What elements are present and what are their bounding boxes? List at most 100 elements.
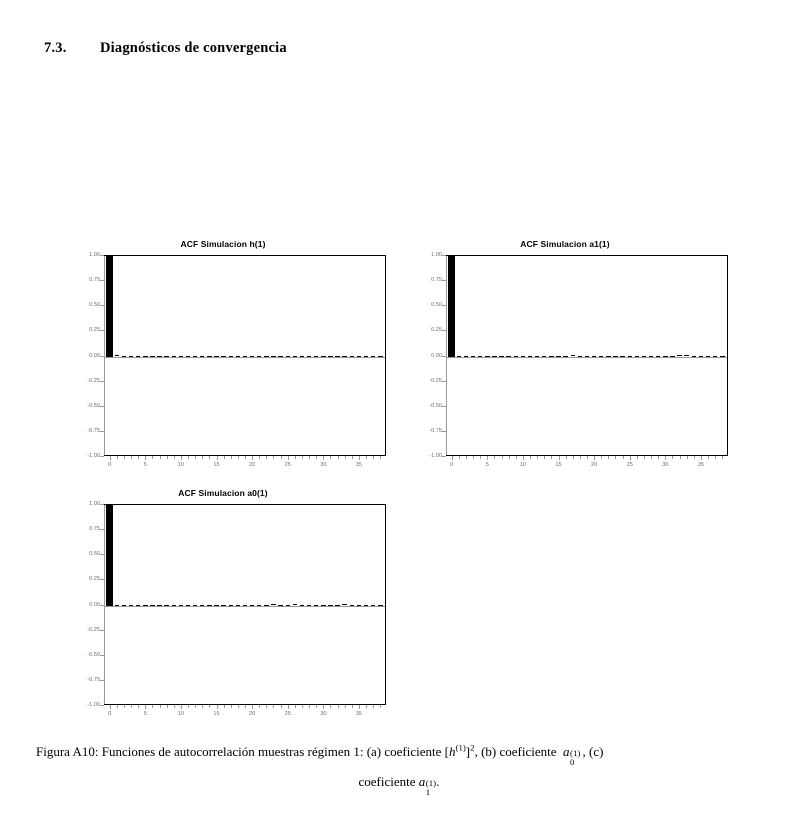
x-axis-major-tick bbox=[700, 456, 702, 460]
x-axis-major-tick bbox=[109, 705, 111, 709]
acf-bar bbox=[363, 604, 369, 606]
y-axis-tick-mark bbox=[442, 355, 446, 357]
acf-bar bbox=[378, 605, 383, 607]
x-axis-minor-tick bbox=[351, 456, 353, 459]
x-axis-major-tick bbox=[145, 456, 147, 460]
x-axis-minor-tick bbox=[259, 705, 261, 708]
y-axis-tick-mark bbox=[100, 330, 104, 332]
acf-bar bbox=[235, 356, 241, 358]
acf-bar bbox=[663, 355, 668, 357]
x-axis-minor-tick bbox=[173, 705, 175, 708]
acf-bar bbox=[556, 356, 561, 358]
x-axis-minor-tick bbox=[373, 456, 375, 459]
y-axis-tick-mark bbox=[100, 504, 104, 505]
y-axis-tick-label: 1.00 bbox=[89, 501, 100, 507]
plot-wrapper: 1.00 0.75 0.50 0.25 0.00 -0.25 -0.50 -0.75 -1.00… bbox=[87, 501, 386, 717]
y-axis-tick-mark bbox=[442, 430, 446, 432]
x-axis-minor-tick bbox=[223, 456, 225, 459]
x-axis-minor-tick bbox=[237, 705, 239, 708]
x-axis-minor-tick bbox=[715, 456, 717, 459]
acf-bar bbox=[356, 604, 362, 606]
x-axis-major-tick bbox=[665, 456, 667, 460]
x-axis-major-tick bbox=[287, 705, 289, 709]
acf-bar bbox=[520, 356, 526, 358]
acf-bar bbox=[306, 605, 312, 607]
math-h-superscript: (1) bbox=[455, 742, 466, 753]
y-axis-tick-label: -0.50 bbox=[87, 402, 100, 409]
acf-bar bbox=[691, 356, 697, 358]
acf-bar bbox=[670, 356, 675, 358]
acf-bar bbox=[135, 355, 141, 357]
x-axis-minor-tick bbox=[138, 456, 140, 459]
y-axis-tick-label: 0.00 bbox=[431, 352, 442, 359]
x-axis-minor-tick bbox=[131, 705, 133, 708]
acf-chart-1: ACF Simulacion h(1) 1.00 0.75 0.50 0.25 0.00 -… bbox=[60, 239, 402, 480]
acf-bar bbox=[249, 604, 255, 606]
y-axis-tick-label: 0.00 bbox=[89, 352, 100, 359]
acf-bar bbox=[121, 356, 127, 358]
figure-caption-period: . bbox=[436, 774, 440, 789]
x-axis-tick-label: 10 bbox=[177, 711, 185, 717]
x-axis-minor-tick bbox=[309, 456, 311, 459]
acf-bar bbox=[257, 604, 262, 606]
x-axis-minor-tick bbox=[337, 456, 339, 459]
x-axis-major-tick bbox=[451, 456, 453, 460]
y-axis-tick-mark bbox=[442, 255, 446, 256]
y-axis-tick-mark bbox=[100, 705, 104, 706]
y-axis-line bbox=[104, 505, 105, 704]
y-axis-tick-mark bbox=[100, 280, 104, 282]
x-axis-minor-tick bbox=[316, 456, 318, 459]
x-axis-minor-tick bbox=[373, 705, 375, 708]
x-axis-minor-tick bbox=[465, 456, 467, 459]
acf-bar bbox=[221, 356, 226, 358]
x-axis-minor-tick bbox=[515, 456, 517, 459]
math-h-power: 2 bbox=[470, 742, 475, 753]
x-axis-tick-label: 25 bbox=[284, 711, 291, 717]
acf-bar bbox=[157, 356, 162, 358]
x-axis-minor-tick bbox=[366, 456, 368, 459]
x-axis-minor-tick bbox=[301, 456, 303, 459]
x-axis-tick-label: 20 bbox=[248, 711, 256, 717]
x-axis-minor-tick bbox=[237, 456, 239, 459]
acf-bar bbox=[356, 355, 362, 357]
acf-bar bbox=[448, 256, 455, 357]
acf-bar bbox=[164, 356, 169, 358]
x-axis-minor-tick bbox=[116, 705, 118, 708]
acf-bar bbox=[192, 605, 198, 607]
x-axis-minor-tick bbox=[572, 456, 574, 459]
x-axis-major-tick bbox=[180, 456, 182, 460]
x-axis-minor-tick bbox=[152, 456, 154, 459]
x-axis-tick-label: 10 bbox=[519, 462, 527, 468]
plot-area bbox=[446, 255, 728, 456]
x-axis-minor-tick bbox=[587, 456, 588, 459]
x-axis-tick-label: 35 bbox=[355, 462, 363, 468]
x-axis-minor-tick bbox=[188, 456, 190, 459]
acf-bar bbox=[314, 355, 319, 357]
acf-bar bbox=[321, 356, 326, 358]
y-axis-tick-mark bbox=[100, 679, 104, 681]
x-axis-minor-tick bbox=[173, 456, 175, 459]
acf-bar bbox=[705, 355, 711, 357]
chart-title: ACF Simulacion h(1) bbox=[180, 239, 266, 249]
acf-bar bbox=[456, 355, 462, 357]
acf-bar bbox=[321, 604, 326, 606]
acf-bar bbox=[228, 356, 233, 358]
acf-bar bbox=[292, 356, 298, 358]
x-axis-minor-tick bbox=[316, 705, 318, 708]
acf-bar bbox=[363, 355, 369, 357]
x-axis-minor-tick bbox=[152, 705, 154, 708]
acf-bar bbox=[314, 604, 319, 606]
acf-bar bbox=[178, 356, 184, 358]
acf-bar bbox=[570, 355, 575, 357]
math-a1-superscript: (1) bbox=[425, 777, 437, 788]
acf-bar bbox=[214, 605, 219, 607]
x-axis-minor-tick bbox=[330, 456, 332, 459]
acf-bar bbox=[542, 356, 547, 358]
acf-bar bbox=[563, 356, 568, 358]
acf-bar bbox=[264, 356, 269, 358]
y-axis-tick-label: -0.25 bbox=[429, 377, 442, 384]
acf-bar bbox=[499, 355, 504, 357]
x-axis-minor-tick bbox=[223, 705, 225, 708]
y-axis-tick-label: -0.25 bbox=[87, 377, 100, 384]
